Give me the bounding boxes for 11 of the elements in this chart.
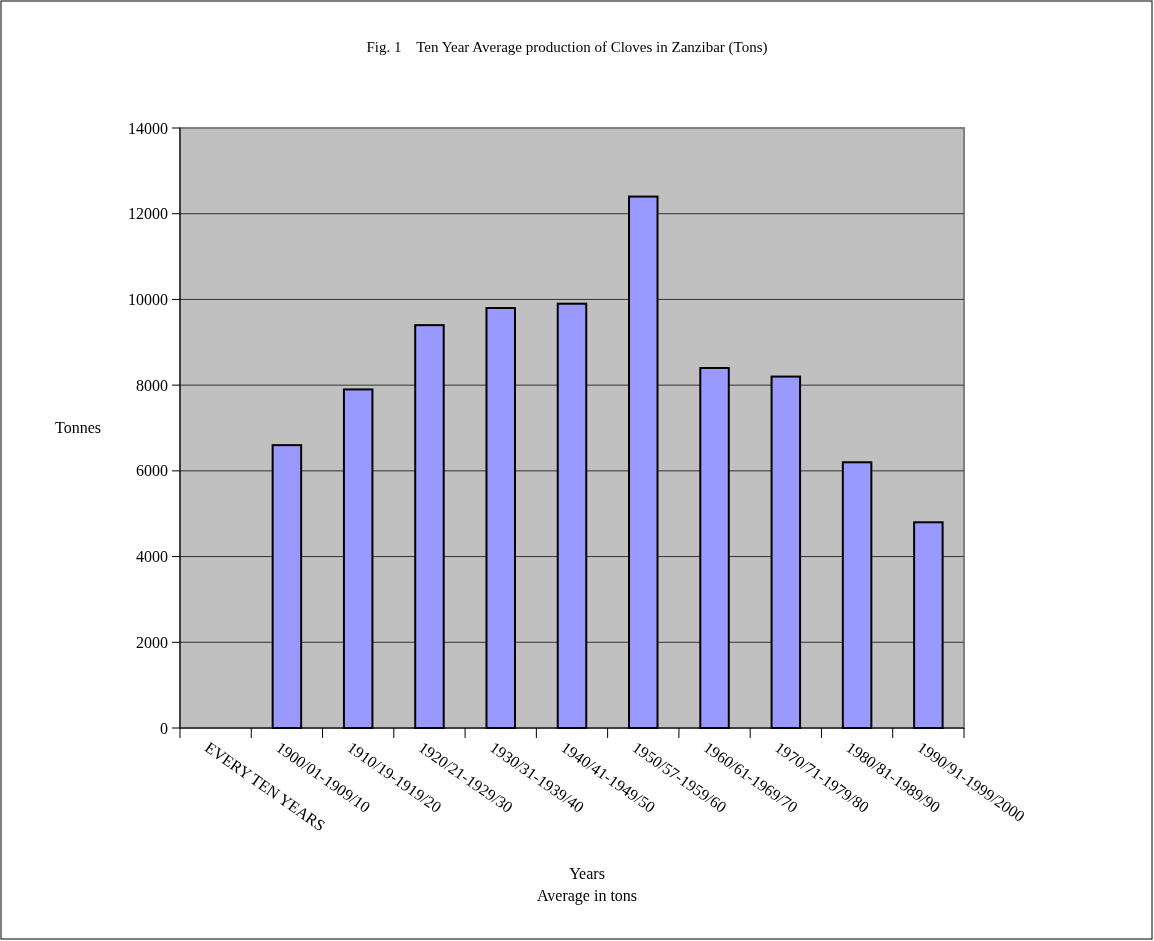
y-tick-label: 12000 bbox=[128, 205, 168, 223]
chart-title: Fig. 1 Ten Year Average production of Cloves in Zanzibar (Tons) bbox=[366, 39, 768, 56]
y-tick-label: 6000 bbox=[136, 462, 168, 480]
y-tick-label: 0 bbox=[160, 719, 168, 737]
y-tick-label: 4000 bbox=[136, 548, 168, 566]
y-tick-label: 8000 bbox=[136, 376, 168, 394]
y-axis-title: Tonnes bbox=[55, 419, 101, 436]
y-tick-label: 10000 bbox=[128, 291, 168, 309]
y-tick-label: 14000 bbox=[128, 119, 168, 137]
x-axis-title: Years Average in tons bbox=[536, 865, 638, 905]
y-tick-label: 2000 bbox=[136, 633, 168, 651]
